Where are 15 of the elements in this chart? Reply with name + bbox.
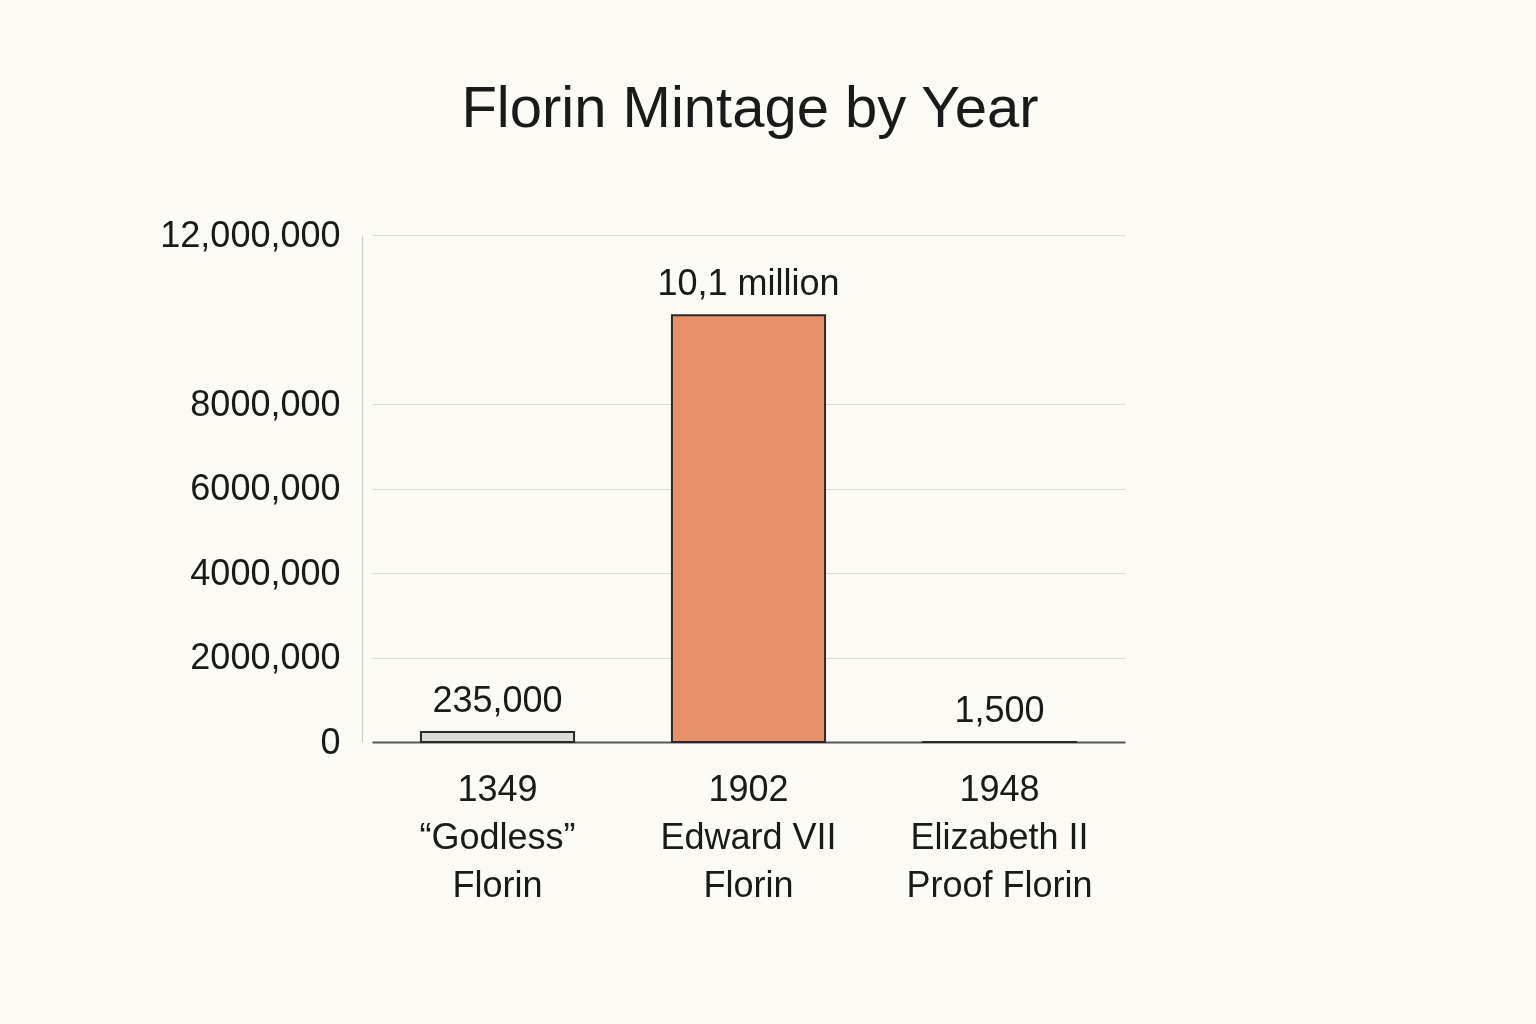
bar	[419, 731, 576, 743]
data-label: 10,1 million	[657, 262, 840, 304]
y-tick-label: 2000,000	[190, 636, 341, 677]
data-label: 1,500	[954, 688, 1045, 730]
y-tick-label: 4000,000	[190, 551, 341, 593]
y-tick-label: 6000,000	[190, 467, 341, 508]
y-tick-label: 12,000,000	[160, 213, 341, 255]
x-tick-label: 1349 “Godless” Florin	[419, 767, 576, 905]
x-tick-label: 1948 Elizabeth II Proof Florin	[906, 767, 1093, 905]
bar	[670, 314, 827, 743]
chart-title: Florin Mintage by Year	[461, 74, 1039, 139]
x-tick-label: 1902 Edward VII Florin	[660, 767, 837, 905]
data-label: 235,000	[432, 679, 563, 721]
y-tick-label: 8000,000	[190, 382, 341, 424]
y-tick-label: 0	[320, 720, 341, 762]
